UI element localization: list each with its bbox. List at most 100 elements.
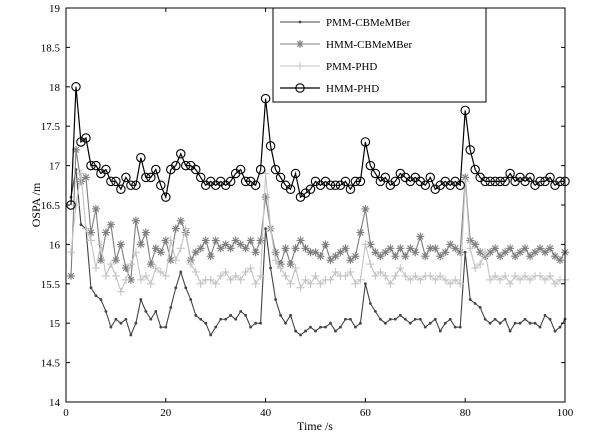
data-point-pmm-cbmember (344, 317, 347, 321)
data-point-hmm-cbmember (281, 244, 290, 253)
data-point-pmm-phd (271, 256, 280, 265)
data-point-pmm-phd (396, 264, 405, 273)
data-point-pmm-phd (306, 279, 315, 288)
data-point-pmm-phd (111, 271, 120, 280)
data-point-pmm-phd (256, 271, 265, 280)
data-point-hmm-cbmember (191, 248, 200, 257)
y-tick-label: 17 (49, 161, 61, 173)
data-point-hmm-phd (380, 172, 391, 183)
data-point-pmm-cbmember (304, 329, 307, 333)
series-line-pmm-cbmember (70, 169, 566, 337)
data-point-pmm-phd (66, 248, 75, 257)
tick-layer: 0 20 40 60 80 100 14 14.5 15 15.5 16 16.5 17 17.5 18 18… (41, 3, 574, 419)
data-point-pmm-phd (506, 279, 515, 288)
data-point-pmm-cbmember (339, 325, 342, 329)
data-point-hmm-cbmember (81, 173, 90, 182)
data-point-pmm-phd (446, 279, 455, 288)
data-point-pmm-cbmember (453, 325, 457, 329)
legend-label-pmm-phd: PMM-PHD (326, 61, 377, 73)
series-pmm-phd (66, 169, 569, 296)
data-point-pmm-cbmember (289, 313, 292, 317)
data-point-pmm-cbmember (468, 298, 472, 301)
data-point-hmm-cbmember (551, 252, 560, 261)
legend-marker-pmm-cbmember (298, 20, 302, 24)
data-point-hmm-cbmember (156, 248, 165, 257)
data-point-hmm-cbmember (421, 252, 430, 261)
data-point-hmm-phd (156, 180, 166, 191)
data-point-hmm-cbmember (91, 204, 100, 213)
data-point-pmm-phd (116, 287, 125, 296)
data-point-pmm-phd (316, 279, 325, 288)
data-point-pmm-phd (546, 271, 555, 280)
data-point-hmm-cbmember (176, 216, 185, 225)
data-point-hmm-phd (176, 149, 186, 159)
data-point-hmm-cbmember (381, 248, 390, 257)
data-point-pmm-cbmember (378, 317, 382, 321)
legend-item-hmm-cbmember: HMM-CBMeMBer (280, 39, 413, 51)
data-point-hmm-phd (495, 176, 505, 187)
data-point-hmm-phd (355, 176, 366, 187)
data-point-hmm-phd (365, 160, 376, 171)
y-tick-label: 15.5 (41, 279, 61, 291)
data-point-hmm-cbmember (171, 224, 180, 233)
data-point-pmm-cbmember (159, 325, 163, 329)
data-point-pmm-cbmember (179, 270, 183, 274)
data-point-pmm-phd (86, 236, 95, 245)
data-point-pmm-phd (91, 264, 100, 273)
data-point-hmm-cbmember (111, 256, 120, 265)
data-point-pmm-cbmember (149, 317, 153, 321)
data-point-pmm-phd (456, 279, 465, 288)
data-point-pmm-cbmember (498, 321, 502, 325)
y-tick-label: 16 (49, 239, 61, 251)
data-point-hmm-phd (350, 176, 361, 187)
data-point-pmm-phd (96, 240, 105, 249)
data-point-pmm-cbmember (483, 317, 487, 321)
data-point-hmm-phd (505, 168, 515, 179)
data-point-hmm-cbmember (336, 248, 345, 257)
data-point-hmm-phd (265, 141, 276, 151)
data-point-pmm-cbmember (89, 286, 93, 290)
data-point-pmm-cbmember (224, 317, 228, 321)
data-point-hmm-phd (425, 172, 436, 183)
data-point-pmm-phd (186, 260, 195, 269)
data-point-pmm-cbmember (423, 325, 427, 329)
data-point-pmm-cbmember (329, 321, 332, 325)
data-point-hmm-phd (555, 176, 565, 187)
legend-items: PMM-CBMeMBer HMM-CBMeMBer PMM-PHD HMM-PHD (280, 17, 413, 95)
data-point-pmm-cbmember (229, 313, 233, 317)
data-point-hmm-cbmember (146, 260, 155, 269)
data-point-hmm-cbmember (516, 248, 525, 257)
data-point-pmm-cbmember (518, 321, 522, 325)
data-point-pmm-phd (371, 271, 380, 280)
data-point-hmm-phd (111, 176, 121, 187)
data-point-pmm-cbmember (309, 325, 312, 329)
data-point-pmm-cbmember (174, 286, 178, 290)
data-point-hmm-cbmember (406, 244, 415, 253)
data-point-hmm-phd (71, 82, 81, 92)
data-point-hmm-cbmember (431, 244, 440, 253)
data-point-pmm-cbmember (209, 333, 213, 337)
data-point-hmm-phd (141, 172, 151, 183)
data-point-pmm-cbmember (189, 298, 193, 301)
data-point-hmm-cbmember (511, 252, 520, 261)
data-point-pmm-cbmember (109, 325, 113, 329)
data-point-hmm-cbmember (446, 240, 455, 249)
data-point-hmm-cbmember (206, 252, 215, 261)
data-point-pmm-phd (241, 267, 250, 276)
data-point-hmm-cbmember (331, 252, 340, 261)
data-point-pmm-cbmember (299, 333, 302, 337)
data-point-pmm-cbmember (334, 329, 337, 333)
data-point-pmm-phd (281, 271, 290, 280)
data-point-hmm-cbmember (131, 216, 140, 225)
data-point-pmm-phd (196, 279, 205, 288)
data-point-hmm-cbmember (526, 252, 535, 261)
data-point-hmm-phd (500, 176, 510, 187)
data-point-pmm-cbmember (364, 282, 367, 286)
data-point-hmm-cbmember (451, 244, 460, 253)
data-point-pmm-phd (226, 275, 235, 284)
data-point-pmm-cbmember (463, 250, 467, 254)
legend-label-hmm-cbmember: HMM-CBMeMBer (326, 39, 413, 51)
legend-item-pmm-cbmember: PMM-CBMeMBer (280, 17, 411, 29)
x-tick-label: 0 (63, 407, 69, 419)
data-point-pmm-cbmember (528, 321, 532, 325)
